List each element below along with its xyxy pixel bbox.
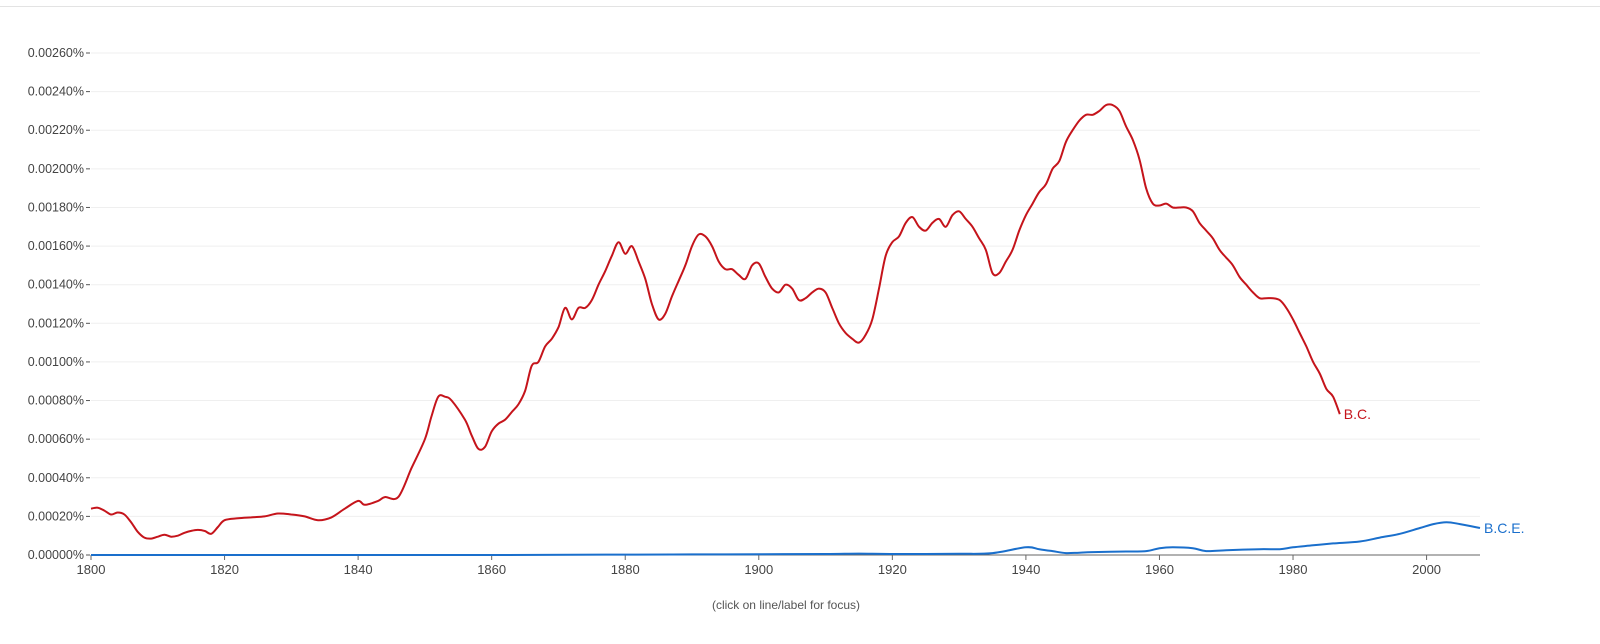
x-axis: 1800 1820 1840 1860 1880 1900 1920 1940 1960 1980… bbox=[77, 554, 1480, 577]
gridlines bbox=[91, 52, 1480, 517]
x-tick-label-1: 1820 bbox=[210, 562, 239, 577]
series-label-1[interactable]: B.C.E. bbox=[1484, 520, 1524, 536]
y-tick-label-7: 0.00120% bbox=[28, 316, 84, 330]
x-tick-label-6: 1920 bbox=[878, 562, 907, 577]
y-tick-label-10: 0.00060% bbox=[28, 432, 84, 446]
y-tick-label-9: 0.00080% bbox=[28, 394, 84, 408]
x-tick-label-0: 1800 bbox=[77, 562, 106, 577]
series-line-1[interactable] bbox=[90, 521, 1481, 557]
y-tick-label-0: 0.00260% bbox=[28, 46, 84, 60]
x-tick-label-8: 1960 bbox=[1145, 562, 1174, 577]
series-label-0[interactable]: B.C. bbox=[1344, 406, 1371, 422]
series-labels[interactable]: B.C. B.C.E. bbox=[1344, 406, 1525, 536]
x-tick-label-10: 2000 bbox=[1412, 562, 1441, 577]
y-tick-label-6: 0.00140% bbox=[28, 278, 84, 292]
series-line-0[interactable] bbox=[90, 103, 1341, 540]
y-tick-label-11: 0.00040% bbox=[28, 471, 84, 485]
x-tick-label-2: 1840 bbox=[344, 562, 373, 577]
focus-hint: (click on line/label for focus) bbox=[711, 598, 861, 612]
x-tick-label-3: 1860 bbox=[477, 562, 506, 577]
x-tick-label-7: 1940 bbox=[1011, 562, 1040, 577]
y-axis: 0.00260% 0.00240% 0.00220% 0.00200% 0.00180%… bbox=[28, 46, 90, 562]
y-tick-label-3: 0.00200% bbox=[28, 162, 84, 176]
top-divider bbox=[0, 6, 1600, 7]
x-tick-label-4: 1880 bbox=[611, 562, 640, 577]
y-tick-label-1: 0.00240% bbox=[28, 85, 84, 99]
y-tick-label-5: 0.00160% bbox=[28, 239, 84, 253]
y-tick-label-4: 0.00180% bbox=[28, 200, 84, 214]
y-tick-label-12: 0.00020% bbox=[28, 509, 84, 523]
x-tick-label-5: 1900 bbox=[744, 562, 773, 577]
y-tick-label-13: 0.00000% bbox=[28, 548, 84, 562]
y-tick-label-8: 0.00100% bbox=[28, 355, 84, 369]
y-tick-label-2: 0.00220% bbox=[28, 123, 84, 137]
series-lines[interactable] bbox=[90, 103, 1481, 557]
x-tick-label-9: 1980 bbox=[1279, 562, 1308, 577]
